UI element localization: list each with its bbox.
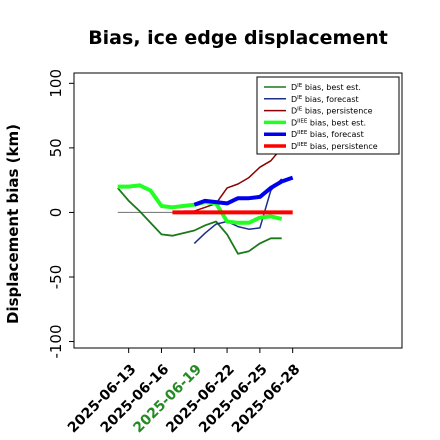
legend-label-4: DIIEE bias, forecast xyxy=(291,130,364,139)
series-line-2 xyxy=(183,147,283,212)
series-line-4 xyxy=(193,175,294,207)
series-line-0 xyxy=(117,187,282,255)
chart-title: Bias, ice edge displacement xyxy=(88,27,388,49)
y-tick-label: 50 xyxy=(47,138,65,157)
series-line-1 xyxy=(193,178,283,244)
y-axis: -100 -50 0 50 100 xyxy=(47,69,74,359)
legend-label-5: DIIEE bias, persistence xyxy=(291,142,378,151)
x-axis: 2025-06-132025-06-162025-06-192025-06-22… xyxy=(65,348,303,436)
y-axis-label: Displacement bias (km) xyxy=(4,124,22,324)
legend-label-1: DIE bias, forecast xyxy=(291,95,359,104)
y-tick-label: -100 xyxy=(47,325,65,359)
legend-label-0: DIE bias, best est. xyxy=(291,83,361,92)
y-tick-label: -50 xyxy=(47,265,65,290)
legend-label-2: DIE bias, persistence xyxy=(291,107,373,116)
legend-box xyxy=(256,76,400,155)
series-layer xyxy=(117,147,294,255)
legend-label-3: DIIEE bias, best est. xyxy=(291,118,366,127)
plot-frame xyxy=(73,72,403,349)
y-tick-label: 0 xyxy=(47,208,65,218)
y-tick-label: 100 xyxy=(47,69,65,98)
legend: DIE bias, best est. DIE bias, forecast DIE… xyxy=(256,76,400,155)
